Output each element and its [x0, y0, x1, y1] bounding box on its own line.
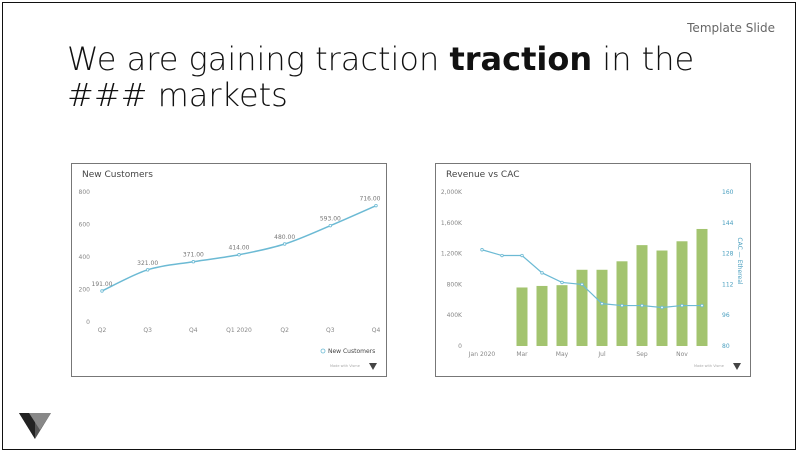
x-tick-label: Q3 — [143, 327, 152, 334]
made-with-footnote: Made with Visme — [694, 364, 724, 368]
y-left-tick-label: 800K — [447, 281, 463, 288]
revenue-bar — [556, 285, 568, 346]
x-tick-label: Sep — [636, 351, 648, 358]
x-tick-label: May — [556, 351, 569, 358]
cac-data-point — [500, 253, 504, 258]
revenue-bar — [676, 241, 688, 346]
made-with-footnote: Made with Visme — [330, 364, 360, 368]
revenue-vs-cac-chart-title: Revenue vs CAC — [446, 170, 520, 180]
data-point — [237, 253, 241, 257]
revenue-bar — [656, 250, 668, 346]
new-customers-chart-title: New Customers — [82, 170, 153, 180]
revenue-bar — [516, 287, 528, 346]
x-tick-label: Q2 — [98, 327, 107, 334]
slide-title-part2: in the ### markets — [67, 40, 695, 114]
slide-title-part1: We are gaining traction — [67, 40, 450, 78]
cac-data-point — [560, 280, 564, 285]
data-label: 321.00 — [137, 260, 158, 267]
data-point — [145, 268, 150, 272]
cac-data-point — [520, 253, 524, 258]
new-customers-chart: 0 200 400 600 800 Q2 Q3 Q4 Q1 2020 Q2 Q3 Q4 191.00 32… — [79, 189, 381, 370]
y-tick-label: 400 — [79, 254, 91, 261]
x-tick-label: Q3 — [326, 327, 335, 334]
visme-logo-icon — [369, 363, 377, 370]
template-label: Template Slide — [687, 21, 775, 35]
cac-data-point — [700, 303, 704, 308]
revenue-bar — [616, 261, 628, 346]
x-tick-label: Nov — [676, 351, 688, 358]
data-point — [191, 260, 196, 264]
data-label: 191.00 — [92, 281, 113, 288]
x-tick-label: Q2 — [280, 327, 289, 334]
data-point — [282, 242, 287, 246]
cac-data-point — [640, 303, 644, 308]
revenue-vs-cac-chart-card[interactable]: Revenue vs CAC 0 400K 800K 1,200K 1,600K 2,00… — [435, 163, 751, 377]
y-tick-label: 200 — [79, 287, 91, 294]
slide-title: We are gaining traction traction in the … — [67, 41, 747, 113]
cac-line — [481, 249, 702, 309]
y-right-tick-label: 160 — [722, 189, 734, 196]
x-tick-label: Jan 2020 — [468, 351, 496, 358]
y-tick-label: 800 — [79, 189, 91, 196]
data-label: 593.00 — [320, 216, 341, 223]
y-left-tick-label: 0 — [458, 343, 462, 350]
revenue-vs-cac-chart: 0 400K 800K 1,200K 1,600K 2,000K 80 96 112 128 144… — [441, 189, 743, 370]
legend-entry-new-customers: New Customers — [328, 348, 375, 355]
x-tick-label: Q4 — [189, 327, 198, 334]
data-label: 716.00 — [360, 196, 381, 203]
y-left-tick-label: 1,600K — [441, 220, 463, 227]
y-left-tick-label: 2,000K — [441, 189, 463, 196]
visme-logo-icon — [733, 363, 741, 370]
revenue-bar — [696, 228, 708, 346]
slide-title-bold: traction — [449, 40, 593, 78]
cac-data-point — [680, 303, 684, 308]
data-point — [374, 203, 378, 208]
revenue-bar — [636, 245, 648, 346]
data-label: 371.00 — [183, 252, 204, 259]
y-tick-label: 0 — [86, 319, 90, 326]
cac-data-point — [660, 305, 664, 310]
slide: Template Slide We are gaining traction t… — [2, 2, 796, 450]
cac-data-point — [480, 248, 484, 252]
x-tick-label: Jul — [597, 351, 606, 358]
data-label: 480.00 — [274, 234, 295, 241]
x-tick-label: Mar — [516, 351, 528, 358]
y-right-tick-label: 96 — [722, 312, 730, 319]
revenue-bar — [576, 269, 588, 346]
y-left-tick-label: 400K — [447, 312, 463, 319]
y-tick-label: 600 — [79, 222, 91, 229]
y-right-tick-label: 80 — [722, 343, 730, 350]
cac-data-point — [540, 271, 544, 275]
y-right-tick-label: 128 — [722, 251, 734, 258]
new-customers-chart-card[interactable]: New Customers 0 200 400 600 800 Q2 Q3 Q4 Q1 2020… — [71, 163, 387, 377]
y-right-tick-label: 112 — [722, 281, 734, 288]
revenue-bar — [536, 285, 548, 346]
data-point — [328, 223, 333, 228]
data-point — [100, 289, 104, 293]
revenue-bar — [596, 269, 608, 346]
cac-data-point — [600, 301, 604, 306]
cac-data-point — [620, 303, 624, 308]
x-tick-label: Q1 2020 — [226, 327, 252, 334]
cac-data-point — [580, 282, 584, 287]
y-left-tick-label: 1,200K — [441, 251, 463, 258]
brand-logo-icon — [19, 413, 51, 439]
x-tick-label: Q4 — [372, 327, 381, 334]
y-right-axis-label: CAC — Ethereal — [736, 237, 743, 285]
legend-marker-icon — [320, 348, 326, 354]
data-label: 414.00 — [229, 245, 250, 252]
y-right-tick-label: 144 — [722, 220, 734, 227]
